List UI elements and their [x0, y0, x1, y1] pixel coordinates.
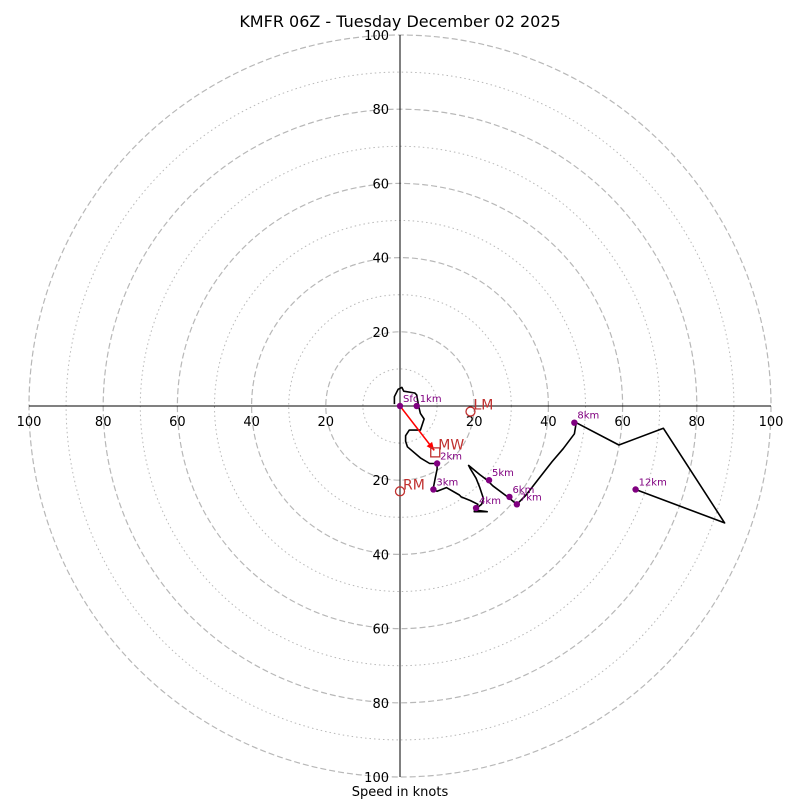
- y-tick-label: 100: [364, 771, 389, 786]
- x-tick-label: 60: [614, 415, 631, 430]
- right-mover-label: RM: [403, 477, 425, 493]
- y-tick-label: 40: [372, 252, 389, 267]
- x-tick-label: 20: [318, 415, 335, 430]
- y-ticks: 100 80 60 40 20 20 40 60 80 100: [364, 29, 389, 786]
- height-label: Sfc: [403, 394, 418, 405]
- y-tick-label: 80: [372, 103, 389, 118]
- x-tick-label: 80: [95, 415, 112, 430]
- y-tick-label: 40: [372, 548, 389, 563]
- y-tick-label: 100: [364, 29, 389, 44]
- height-marker: [413, 402, 420, 410]
- height-label: 4km: [479, 496, 501, 507]
- height-marker: [430, 486, 437, 493]
- chart-title: KMFR 06Z - Tuesday December 02 2025: [239, 12, 560, 31]
- x-tick-label: 80: [689, 415, 706, 430]
- right-mover-marker: [394, 486, 406, 497]
- height-label: 6km: [512, 485, 534, 496]
- height-marker: [513, 501, 521, 508]
- height-label: 5km: [492, 468, 514, 479]
- height-label: 3km: [436, 477, 458, 488]
- left-mover-marker: [465, 406, 476, 417]
- y-tick-label: 80: [372, 697, 389, 712]
- x-tick-label: 60: [169, 415, 186, 430]
- x-tick-label: 40: [243, 415, 260, 430]
- storm-motion-markers: LM RM MW: [394, 398, 493, 497]
- height-marker: [632, 486, 639, 493]
- x-ticks: 100 80 60 40 20 20 40 60 80 100: [17, 415, 784, 430]
- height-marker: [571, 419, 578, 426]
- y-tick-label: 20: [372, 474, 389, 489]
- height-label: 8km: [577, 411, 599, 422]
- height-marker: [396, 402, 404, 410]
- height-label: 7km: [520, 492, 542, 503]
- x-tick-label: 100: [759, 415, 784, 430]
- height-label: 12km: [639, 477, 667, 488]
- x-tick-label: 40: [540, 415, 557, 430]
- mean-wind-label: MW: [438, 437, 464, 453]
- x-tick-label: 20: [466, 415, 483, 430]
- height-label: 1km: [420, 394, 442, 405]
- y-tick-label: 60: [372, 177, 389, 192]
- mean-wind-arrow: [399, 405, 435, 451]
- y-tick-label: 60: [372, 623, 389, 638]
- x-tick-label: 100: [17, 415, 42, 430]
- y-tick-label: 20: [372, 326, 389, 341]
- height-marker: [506, 493, 513, 501]
- height-label: 2km: [440, 452, 462, 463]
- x-axis-label: Speed in knots: [352, 785, 449, 800]
- hodograph-trace: [393, 386, 726, 524]
- height-marker: [433, 460, 441, 467]
- mean-wind-marker: [430, 447, 441, 458]
- height-marker: [485, 477, 493, 484]
- left-mover-label: LM: [473, 398, 493, 414]
- height-marker: [472, 504, 480, 512]
